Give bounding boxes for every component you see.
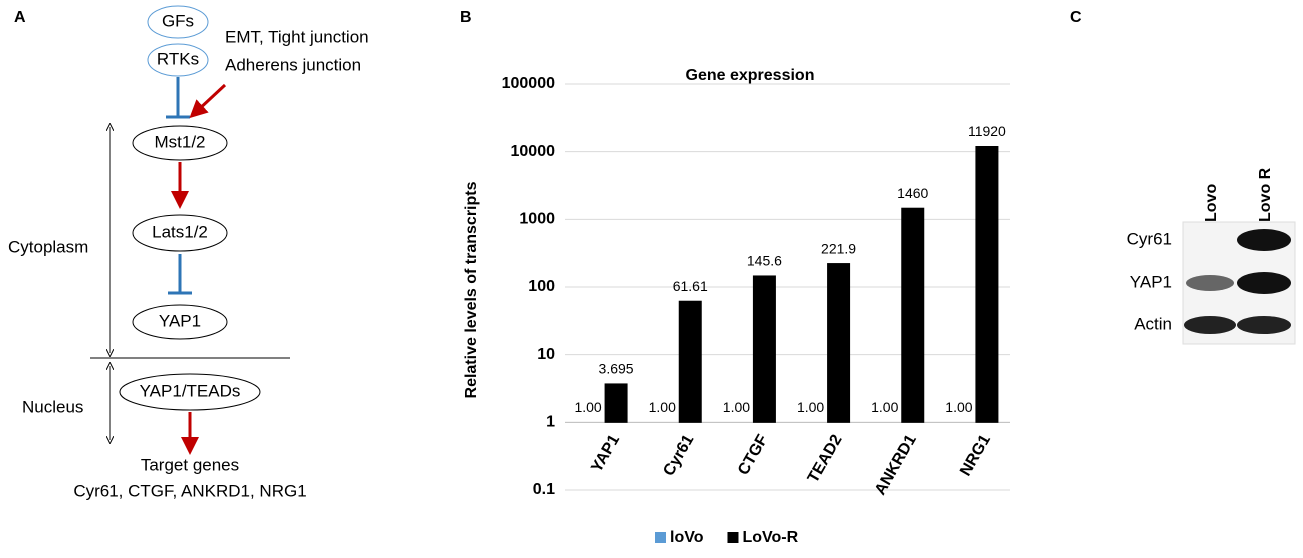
value-label: 221.9: [821, 240, 856, 256]
legend-swatch: [727, 532, 738, 543]
bar: [976, 147, 998, 423]
figure: A GFs RTKs EMT, Tight junction Adherens …: [0, 0, 1303, 558]
node-label: RTKs: [157, 49, 199, 68]
x-tick-label: ANKRD1: [872, 432, 920, 498]
x-tick-label: Cyr61: [660, 432, 697, 479]
bar: [902, 208, 924, 422]
node-label: Lats1/2: [152, 222, 208, 241]
value-label: 1.00: [945, 399, 972, 415]
band: [1237, 316, 1291, 334]
panel-a: A GFs RTKs EMT, Tight junction Adherens …: [8, 6, 369, 500]
bar: [679, 301, 701, 422]
targets: Cyr61, CTGF, ANKRD1, NRG1: [73, 481, 306, 500]
value-label: 1.00: [574, 399, 601, 415]
value-label: 1.00: [723, 399, 750, 415]
protein-label: YAP1: [1130, 272, 1172, 291]
lane-label: Lovo: [1203, 184, 1220, 222]
lane-label: Lovo R: [1257, 167, 1274, 222]
value-label: 3.695: [599, 361, 634, 377]
value-label: 1.00: [797, 399, 824, 415]
legend-label: LoVo-R: [742, 529, 798, 546]
signal: EMT, Tight junction: [225, 27, 369, 46]
y-tick-label: 100000: [502, 75, 555, 92]
y-tick-label: 0.1: [533, 481, 555, 498]
panel-b: B Gene expression Relative levels of tra…: [460, 9, 1010, 546]
bar: [828, 264, 850, 423]
band: [1186, 275, 1234, 291]
protein-label: Cyr61: [1127, 229, 1172, 248]
x-tick-label: CTGF: [735, 432, 772, 478]
x-tick-label: TEAD2: [805, 432, 846, 486]
band: [1184, 316, 1236, 334]
value-label: 145.6: [747, 253, 782, 269]
value-label: 61.61: [673, 278, 708, 294]
activation: [196, 85, 225, 112]
protein-label: Actin: [1134, 314, 1172, 333]
page: {"panel_a": {"label": "A", "nodes": ["GF…: [0, 0, 1303, 558]
y-tick-label: 1000: [519, 211, 555, 228]
value-label: 1.00: [649, 399, 676, 415]
targets-title: Target genes: [141, 455, 239, 474]
y-tick-label: 1: [546, 414, 555, 431]
value-label: 11920: [968, 123, 1006, 139]
node-label: YAP1: [159, 311, 201, 330]
y-tick-label: 100: [528, 278, 555, 295]
band: [1237, 229, 1291, 251]
value-label: 1460: [897, 185, 928, 201]
panel-label: A: [14, 9, 26, 26]
value-label: 1.00: [871, 399, 898, 415]
signal: Adherens junction: [225, 55, 361, 74]
panel-label: C: [1070, 9, 1082, 26]
legend-label: loVo: [670, 529, 704, 546]
node-label: YAP1/TEADs: [140, 381, 241, 400]
y-axis-label: Relative levels of transcripts: [463, 181, 480, 398]
compartment: Nucleus: [22, 397, 83, 416]
node-label: Mst1/2: [154, 132, 205, 151]
bar: [753, 276, 775, 422]
y-tick-label: 10000: [511, 143, 556, 160]
panel-label: B: [460, 9, 472, 26]
panel-c: C Lovo Lovo R Cyr61 YAP1 Actin: [1070, 9, 1295, 344]
legend-swatch: [655, 532, 666, 543]
x-tick-label: YAP1: [588, 432, 623, 476]
y-tick-label: 10: [537, 346, 555, 363]
compartment: Cytoplasm: [8, 237, 88, 256]
bar: [605, 384, 627, 422]
x-tick-label: NRG1: [957, 432, 994, 479]
band: [1237, 272, 1291, 294]
chart-title: Gene expression: [686, 67, 815, 84]
node-label: GFs: [162, 11, 194, 30]
